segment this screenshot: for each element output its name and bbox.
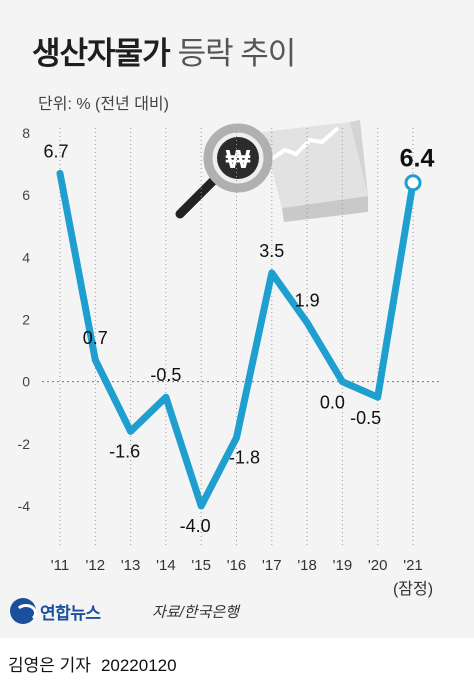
- x-tick-label: '17: [262, 557, 282, 574]
- publish-date: 20220120: [100, 656, 177, 675]
- data-point-marker: [404, 174, 422, 192]
- won-magnifier-chart-icon: ₩: [175, 120, 368, 222]
- data-label: -4.0: [180, 516, 211, 536]
- unit-label: 단위: % (전년 대비): [38, 96, 169, 113]
- y-tick-label: 0: [22, 374, 30, 390]
- data-label: 3.5: [259, 241, 284, 261]
- x-tick-label: '15: [191, 557, 211, 574]
- series-line: [56, 169, 417, 510]
- x-tick-label: '12: [86, 557, 106, 574]
- y-tick-label: 6: [22, 187, 30, 203]
- won-symbol: ₩: [226, 144, 251, 174]
- reporter-name: 김영은 기자: [8, 656, 91, 675]
- data-label: 6.4: [400, 145, 435, 173]
- y-tick-label: -4: [18, 498, 31, 514]
- page-title: 생산자물가 등락 추이: [32, 28, 297, 73]
- data-label: 0.7: [83, 328, 108, 348]
- x-tick-label: '13: [121, 557, 141, 574]
- news-logo-icon: [10, 598, 37, 624]
- x-tick-label: '11: [51, 557, 69, 574]
- x-note-label: (잠정): [393, 580, 433, 598]
- y-tick-label: -2: [18, 436, 31, 452]
- line-chart: ₩ 8 6 4 2 0 -2 -4 '11 '12 '13 '14 '15 '16 '17 '18 '19 '2…: [18, 120, 440, 598]
- source-label: 자료/한국은행: [152, 604, 239, 621]
- x-tick-label: '21: [403, 557, 423, 574]
- y-tick-label: 8: [22, 125, 30, 141]
- news-logo: 연합뉴스: [10, 598, 101, 624]
- title-bold: 생산자물가: [32, 36, 171, 71]
- data-label: -0.5: [350, 408, 381, 428]
- chart-panel: [0, 0, 474, 638]
- x-tick-label: '14: [156, 557, 176, 574]
- title-light: 등락 추이: [177, 36, 297, 71]
- data-label: 6.7: [43, 141, 68, 161]
- x-tick-label: '16: [227, 557, 247, 574]
- x-tick-label: '18: [297, 557, 317, 574]
- news-logo-text: 연합뉴스: [40, 603, 101, 623]
- data-label: -1.8: [229, 448, 260, 468]
- data-label: 0.0: [320, 393, 345, 413]
- x-tick-label: '20: [368, 557, 388, 574]
- data-label: 1.9: [295, 291, 320, 311]
- y-tick-label: 4: [22, 249, 30, 265]
- y-tick-label: 2: [22, 312, 30, 328]
- data-label: -1.6: [109, 441, 140, 461]
- byline: 김영은 기자 20220120: [8, 651, 177, 676]
- x-tick-label: '19: [333, 557, 353, 574]
- data-label: -0.5: [150, 365, 181, 385]
